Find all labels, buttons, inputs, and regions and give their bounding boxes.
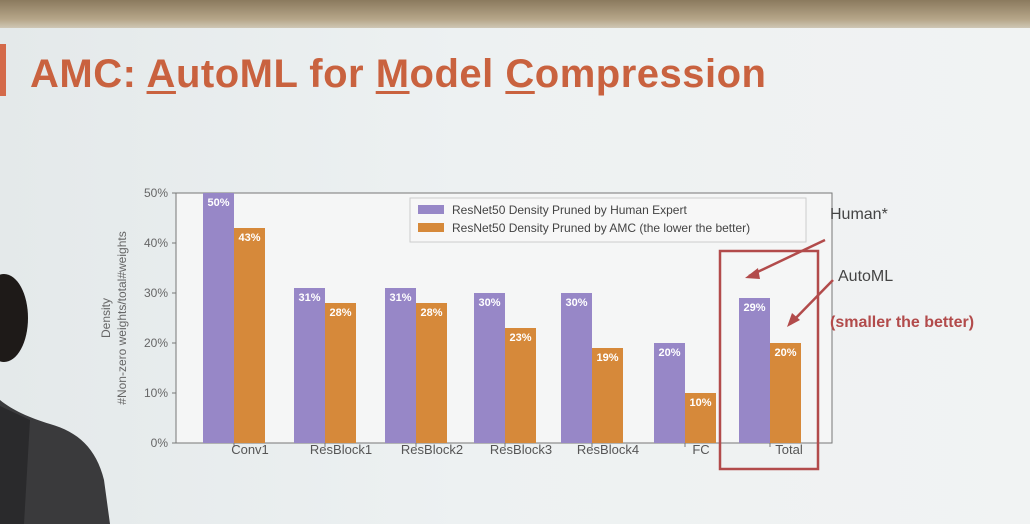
bar-amc-resblock2 [416, 303, 447, 443]
bar-value-label: 23% [509, 332, 531, 344]
x-tick-label: ResBlock3 [490, 442, 552, 457]
bar-human-total [739, 298, 770, 443]
bar-human-resblock4 [561, 293, 592, 443]
bar-amc-resblock3 [505, 328, 536, 443]
automl-arrowhead [787, 313, 800, 327]
human-arrowhead [745, 268, 760, 279]
bar-value-label: 19% [596, 352, 618, 364]
title-part: utoML for [175, 52, 376, 96]
legend-box [409, 197, 807, 243]
legend: ResNet50 Density Pruned by Human Expert … [409, 197, 807, 243]
bar-amc-resblock4 [592, 348, 623, 443]
legend-label-amc: ResNet50 Density Pruned by AMC (the lowe… [452, 221, 750, 235]
bar-value-label: 31% [389, 292, 411, 304]
automl-annotation: AutoML [838, 268, 893, 285]
bar-value-label: 50% [207, 197, 229, 209]
x-tick-label: FC [692, 442, 709, 457]
title-part: AMC: [30, 52, 147, 96]
bar-value-label: 30% [478, 297, 500, 309]
title-part: M [375, 52, 410, 96]
title-accent-bar [0, 44, 6, 96]
y-tick-label: 50% [144, 186, 168, 200]
y-axis-label-sub: #Non-zero weights/total#weights [115, 231, 129, 404]
bar-value-label: 43% [238, 232, 260, 244]
bar-human-conv1 [203, 193, 234, 443]
smaller-better-note: (smaller the better) [830, 314, 974, 331]
bar-value-label: 28% [420, 307, 442, 319]
bar-value-label: 29% [743, 302, 765, 314]
bar-human-resblock2 [385, 288, 416, 443]
bar-human-fc [654, 343, 685, 443]
automl-arrow [789, 279, 834, 325]
bar-amc-total [770, 343, 801, 443]
bar-value-label: 10% [689, 397, 711, 409]
bar-value-label: 28% [329, 307, 351, 319]
x-tick-label: ResBlock4 [577, 442, 639, 457]
bar-amc-conv1 [234, 228, 265, 443]
bar-value-label: 20% [774, 347, 796, 359]
y-tick-label: 20% [144, 336, 168, 350]
y-axis-label: Density [99, 298, 113, 338]
x-tick-label: Total [775, 442, 803, 457]
bar-value-label: 30% [565, 297, 587, 309]
bar-amc-fc [685, 393, 716, 443]
title-part: ompression [534, 52, 767, 96]
slide-top-edge [0, 0, 1030, 28]
presenter-silhouette [0, 274, 110, 524]
title-part: odel [409, 52, 506, 96]
x-tick-label: Conv1 [231, 442, 269, 457]
x-tick-label: ResBlock2 [401, 442, 463, 457]
y-tick-label: 30% [144, 286, 168, 300]
y-tick-label: 40% [144, 236, 168, 250]
legend-swatch-human [418, 205, 444, 214]
x-tick-label: ResBlock1 [310, 442, 372, 457]
bar-value-label: 31% [298, 292, 320, 304]
y-tick-label: 0% [151, 436, 169, 450]
title-part: C [505, 52, 535, 96]
title-part: A [146, 52, 176, 96]
legend-swatch-amc [418, 223, 444, 232]
legend-label-human: ResNet50 Density Pruned by Human Expert [452, 203, 687, 217]
bar-value-label: 20% [658, 347, 680, 359]
bar-human-resblock3 [474, 293, 505, 443]
human-arrow [748, 238, 826, 278]
slide-title: AMC: AutoML for Model Compression [30, 52, 766, 97]
bar-human-resblock1 [294, 288, 325, 443]
total-highlight-box [718, 249, 820, 471]
y-tick-label: 10% [144, 386, 168, 400]
bar-amc-resblock1 [325, 303, 356, 443]
human-annotation: Human* [830, 206, 888, 223]
